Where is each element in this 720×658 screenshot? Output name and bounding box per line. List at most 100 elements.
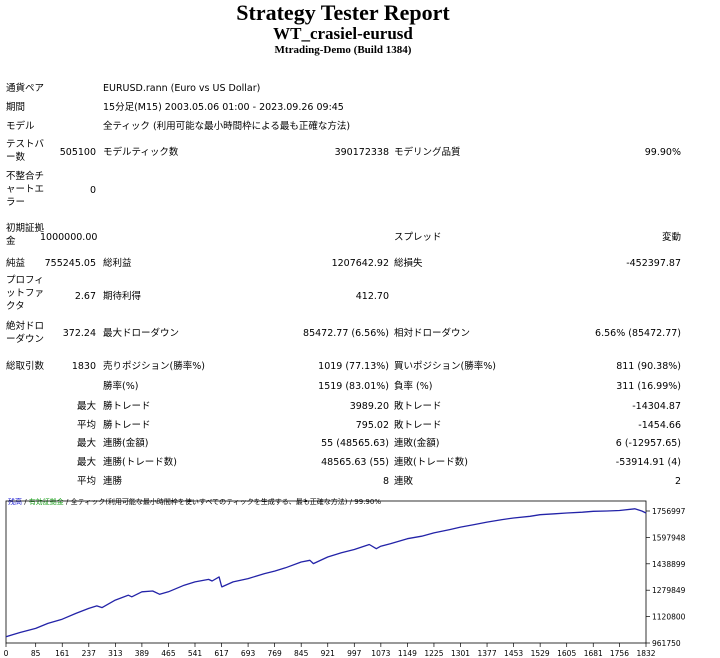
x-tick-label: 237	[82, 649, 97, 658]
balance-chart: 残高 / 有効証拠金 / 全ティック(利用可能な最小時間枠を使いすべてのティック…	[0, 493, 720, 658]
max-dd-value: 85472.77 (6.56%)	[303, 328, 389, 339]
x-tick-label: 997	[347, 649, 362, 658]
quality-label: モデリング品質	[394, 147, 461, 158]
legend-quality: 99.90%	[354, 498, 381, 506]
net-value: 755245.05	[44, 258, 96, 269]
x-tick-label: 1453	[504, 649, 523, 658]
max-label-2: 最大	[76, 438, 96, 449]
cons-losses-value: 6 (-12957.65)	[615, 438, 681, 449]
x-tick-label: 85	[31, 649, 41, 658]
gross-profit-value: 1207642.92	[331, 258, 389, 269]
cons-profit-value: 48565.63 (55)	[321, 457, 389, 468]
win-pct-label: 勝率(%)	[103, 381, 139, 392]
payoff-value: 412.70	[355, 291, 389, 302]
cons-wins-value: 55 (48565.63)	[321, 438, 389, 449]
avg-win-label: 勝トレード	[103, 420, 151, 431]
x-tick-label: 845	[294, 649, 309, 658]
bars-label: テストバー数	[6, 139, 45, 163]
abs-dd-label: 絶対ドローダウン	[6, 321, 45, 345]
ea-name: WT_crasiel-eurusd	[273, 24, 413, 43]
deposit-value: 1000000.00	[40, 232, 98, 243]
rel-dd-value: 6.56% (85472.77)	[595, 328, 681, 339]
loss-pct-value: 311 (16.99%)	[616, 381, 681, 392]
x-tick-label: 1377	[478, 649, 497, 658]
y-tick-label: 1279849	[652, 586, 686, 595]
x-tick-label: 1681	[584, 649, 603, 658]
avg-loss-label: 敗トレード	[394, 420, 442, 431]
loss-pct-label: 負率 (%)	[394, 381, 433, 392]
long-value: 811 (90.38%)	[616, 361, 681, 372]
x-tick-label: 1605	[557, 649, 576, 658]
avg-label-1: 平均	[76, 420, 96, 431]
x-tick-label: 1832	[636, 649, 655, 658]
spread-value: 変動	[661, 232, 681, 243]
model-value: 全ティック (利用可能な最小時間枠による最も正確な方法)	[103, 121, 351, 132]
y-tick-label: 1597948	[652, 533, 686, 542]
long-label: 買いポジション(勝率%)	[394, 361, 496, 372]
avg-win-value: 795.02	[355, 420, 389, 431]
max-label-3: 最大	[76, 457, 96, 468]
largest-win-label: 勝トレード	[103, 401, 151, 412]
legend-model: 全ティック(利用可能な最小時間枠を使いすべてのティックを生成する、最も正確な方法…	[71, 497, 348, 506]
x-tick-label: 1529	[531, 649, 550, 658]
cons-wins-label: 連勝(金額)	[103, 438, 149, 449]
x-tick-label: 617	[214, 649, 229, 658]
largest-win-value: 3989.20	[349, 401, 389, 412]
y-tick-label: 1120800	[652, 613, 686, 622]
plot-frame	[5, 500, 647, 644]
cons-profit-label: 連勝(トレード数)	[103, 457, 177, 468]
chart-series	[5, 508, 647, 638]
short-label: 売りポジション(勝率%)	[103, 361, 205, 372]
gross-loss-label: 総損失	[394, 258, 423, 269]
max-dd-label: 最大ドローダウン	[103, 328, 180, 339]
pf-value: 2.67	[74, 291, 96, 302]
gross-profit-label: 総利益	[103, 258, 132, 269]
x-tick-label: 465	[161, 649, 176, 658]
avg-wins-value: 8	[382, 476, 389, 487]
x-tick-label: 389	[135, 649, 150, 658]
x-tick-label: 1301	[451, 649, 470, 658]
symbol-value: EURUSD.rann (Euro vs US Dollar)	[103, 83, 261, 94]
x-tick-label: 541	[188, 649, 203, 658]
legend-sep-2: /	[64, 498, 71, 506]
period-value: 15分足(M15) 2003.05.06 01:00 - 2023.09.26 …	[103, 102, 344, 113]
model-label: モデル	[6, 121, 35, 132]
y-tick-label: 1438899	[652, 560, 686, 569]
rel-dd-label: 相対ドローダウン	[394, 328, 471, 339]
x-tick-label: 693	[241, 649, 256, 658]
chart-axes: 1756997 1597948 1438899 1279849 1120800 96175…	[4, 500, 686, 658]
symbol-label: 通貨ペア	[6, 83, 45, 94]
bars-value: 505100	[59, 147, 96, 158]
payoff-label: 期待利得	[103, 291, 142, 302]
legend-balance: 残高	[8, 497, 22, 506]
trades-value: 1830	[71, 361, 96, 372]
x-tick-label: 1073	[371, 649, 390, 658]
mismatch-value: 0	[89, 185, 96, 196]
x-tick-label: 161	[55, 649, 70, 658]
avg-loss-value: -1454.66	[638, 420, 681, 431]
y-tick-label: 1756997	[652, 507, 686, 516]
y-tick-label: 961750	[652, 639, 681, 648]
avg-losses-label: 連敗	[394, 476, 414, 487]
trades-label: 総取引数	[6, 361, 45, 372]
gross-loss-value: -452397.87	[626, 258, 681, 269]
deposit-label: 初期証拠金	[6, 223, 45, 247]
x-tick-label: 769	[267, 649, 282, 658]
avg-wins-label: 連勝	[103, 476, 123, 487]
legend-sep-3: /	[347, 498, 354, 506]
cons-losses-label: 連敗(金額)	[394, 438, 440, 449]
short-value: 1019 (77.13%)	[318, 361, 389, 372]
spread-label: スプレッド	[394, 232, 442, 243]
pf-label: プロフィットファクタ	[6, 275, 45, 312]
x-tick-label: 1225	[424, 649, 443, 658]
abs-dd-value: 372.24	[62, 328, 96, 339]
legend-equity: 有効証拠金	[29, 497, 64, 506]
net-label: 純益	[6, 258, 26, 269]
avg-label-2: 平均	[76, 476, 96, 487]
win-pct-value: 1519 (83.01%)	[318, 381, 389, 392]
x-tick-label: 1149	[398, 649, 417, 658]
legend-sep-1: /	[22, 498, 29, 506]
max-label-1: 最大	[76, 401, 96, 412]
x-tick-label: 313	[108, 649, 123, 658]
cons-loss-value: -53914.91 (4)	[615, 457, 681, 468]
